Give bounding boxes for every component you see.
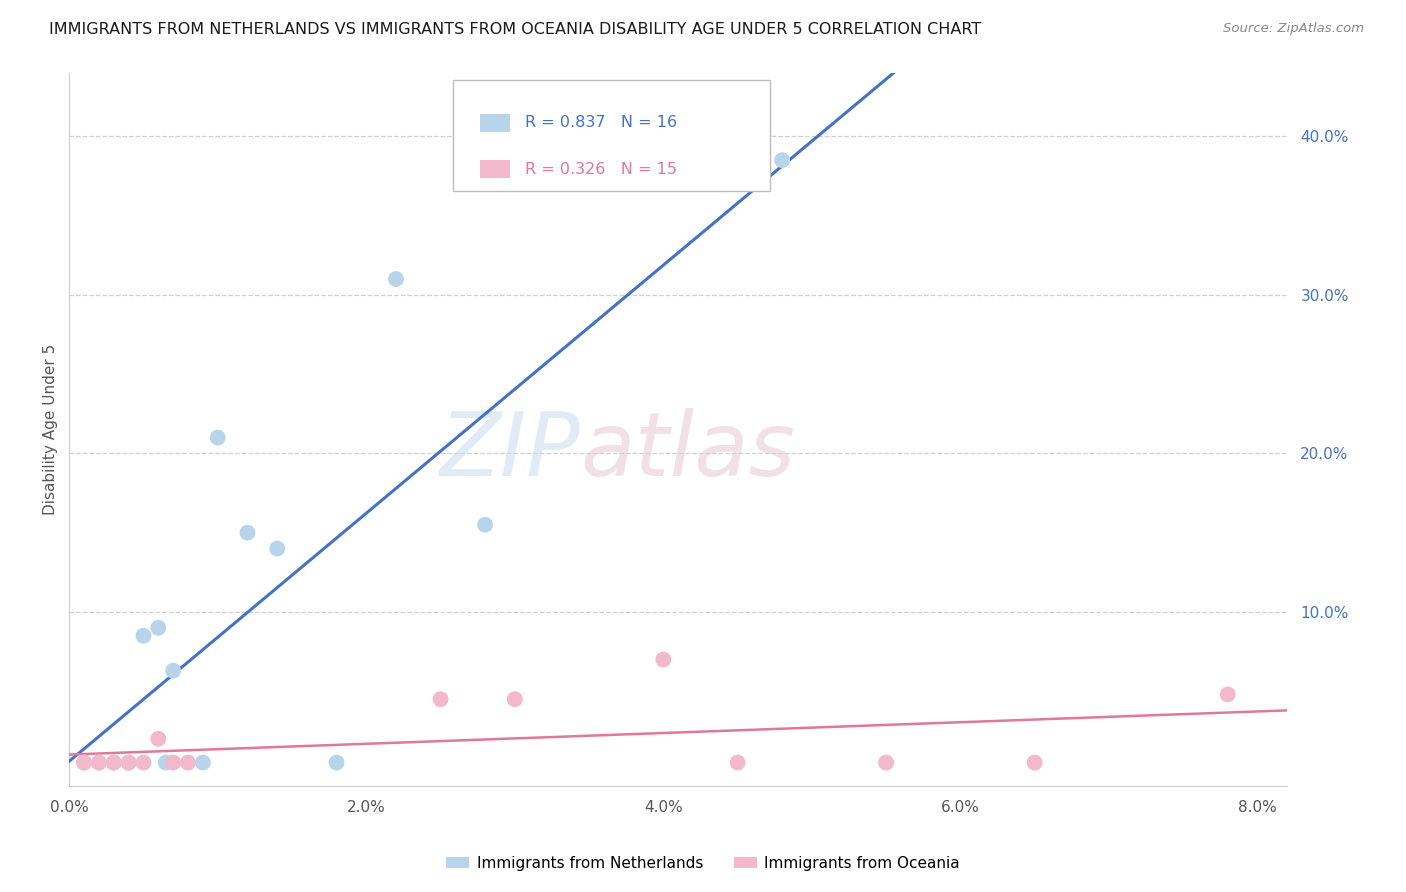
Point xyxy=(474,517,496,532)
Point xyxy=(87,756,110,770)
Point xyxy=(155,756,177,770)
Point xyxy=(73,756,96,770)
Point xyxy=(162,664,184,678)
Point xyxy=(652,652,675,666)
Point xyxy=(875,756,897,770)
Legend: Immigrants from Netherlands, Immigrants from Oceania: Immigrants from Netherlands, Immigrants … xyxy=(440,850,966,877)
Text: R = 0.837   N = 16: R = 0.837 N = 16 xyxy=(524,115,676,130)
Point xyxy=(103,756,125,770)
Text: ZIP: ZIP xyxy=(440,408,581,494)
Text: IMMIGRANTS FROM NETHERLANDS VS IMMIGRANTS FROM OCEANIA DISABILITY AGE UNDER 5 CO: IMMIGRANTS FROM NETHERLANDS VS IMMIGRANT… xyxy=(49,22,981,37)
Text: atlas: atlas xyxy=(581,408,796,494)
Point xyxy=(162,756,184,770)
Point xyxy=(148,621,170,635)
Point xyxy=(117,756,139,770)
Point xyxy=(325,756,347,770)
Text: R = 0.326   N = 15: R = 0.326 N = 15 xyxy=(524,161,676,177)
Point xyxy=(87,756,110,770)
Point xyxy=(132,756,155,770)
FancyBboxPatch shape xyxy=(479,114,510,132)
Point xyxy=(266,541,288,556)
Point xyxy=(148,731,170,746)
Point xyxy=(207,431,229,445)
Point xyxy=(191,756,214,770)
Point xyxy=(429,692,451,706)
Point xyxy=(177,756,200,770)
FancyBboxPatch shape xyxy=(453,80,769,191)
Point xyxy=(727,756,749,770)
Point xyxy=(503,692,526,706)
Point xyxy=(132,629,155,643)
Point xyxy=(73,756,96,770)
Text: Source: ZipAtlas.com: Source: ZipAtlas.com xyxy=(1223,22,1364,36)
Point xyxy=(1216,687,1239,701)
Point xyxy=(103,756,125,770)
Point xyxy=(1024,756,1046,770)
Y-axis label: Disability Age Under 5: Disability Age Under 5 xyxy=(44,344,58,516)
Point xyxy=(117,756,139,770)
Point xyxy=(385,272,408,286)
Point xyxy=(236,525,259,540)
FancyBboxPatch shape xyxy=(479,161,510,178)
Point xyxy=(770,153,793,168)
